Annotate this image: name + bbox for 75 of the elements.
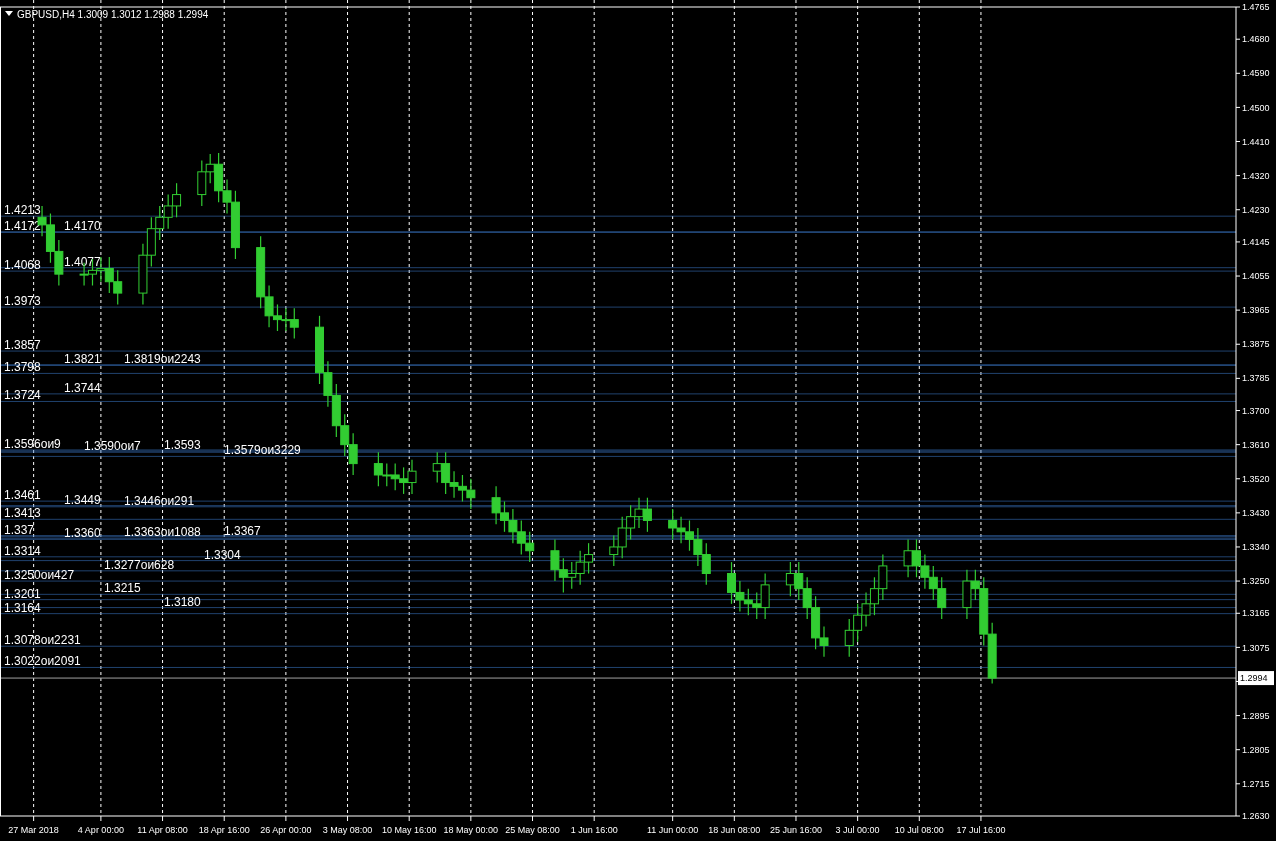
x-tick-label: 18 Apr 16:00 bbox=[198, 825, 250, 835]
x-tick-label: 18 Jun 08:00 bbox=[708, 825, 761, 835]
y-tick-label: 1.3965 bbox=[1242, 305, 1270, 316]
ref-line-label: 1.3744 bbox=[64, 380, 102, 395]
y-tick-label: 1.4590 bbox=[1242, 68, 1270, 79]
y-tick-label: 1.2805 bbox=[1242, 744, 1270, 755]
ref-line-label: 1.3973 bbox=[4, 294, 42, 309]
x-tick-label: 11 Apr 08:00 bbox=[137, 825, 188, 835]
ref-line-label: 1.3180 bbox=[164, 594, 202, 609]
ref-line-label: 1.4068 bbox=[4, 258, 42, 273]
ref-line-label: 1.3819ои2243 bbox=[124, 352, 202, 367]
ref-line-label: 1.3449 bbox=[64, 492, 102, 507]
x-tick-label: 1 Jun 16:00 bbox=[570, 825, 618, 835]
ref-line-label: 1.3579ои3229 bbox=[224, 443, 302, 458]
x-tick-label: 26 Apr 00:00 bbox=[260, 825, 312, 835]
ref-line-label: 1.3857 bbox=[4, 338, 42, 353]
ref-line-label: 1.3590ои7 bbox=[84, 439, 142, 454]
ref-line-label: 1.3164 bbox=[4, 600, 42, 615]
y-tick-label: 1.4410 bbox=[1242, 136, 1270, 147]
y-tick-label: 1.4320 bbox=[1242, 170, 1270, 181]
x-tick-label: 18 May 00:00 bbox=[443, 825, 499, 835]
y-tick-label: 1.3520 bbox=[1242, 473, 1270, 484]
y-tick-label: 1.2630 bbox=[1242, 811, 1270, 822]
ref-line-label: 1.4213 bbox=[4, 203, 42, 218]
ref-line-label: 1.337 bbox=[4, 522, 35, 537]
x-tick-label: 25 Jun 16:00 bbox=[769, 825, 822, 835]
y-tick-label: 1.3875 bbox=[1242, 339, 1270, 350]
ref-line-label: 1.3304 bbox=[204, 547, 242, 562]
y-tick-label: 1.2895 bbox=[1242, 710, 1270, 721]
y-tick-label: 1.4680 bbox=[1242, 34, 1270, 45]
ref-line-label: 1.3314 bbox=[4, 543, 42, 558]
y-tick-label: 1.3075 bbox=[1242, 642, 1270, 653]
ref-line-label: 1.3461 bbox=[4, 488, 42, 503]
y-tick-label: 1.4230 bbox=[1242, 204, 1270, 215]
x-tick-label: 27 Mar 2018 bbox=[8, 825, 59, 835]
ref-line-label: 1.3593 bbox=[164, 438, 202, 453]
y-tick-label: 1.3430 bbox=[1242, 508, 1270, 519]
y-tick-label: 1.3785 bbox=[1242, 373, 1270, 384]
x-tick-label: 3 Jul 00:00 bbox=[835, 825, 880, 835]
x-tick-label: 3 May 08:00 bbox=[322, 825, 373, 835]
x-tick-label: 17 Jul 16:00 bbox=[956, 825, 1006, 835]
x-tick-label: 25 May 08:00 bbox=[505, 825, 560, 835]
ref-line-label: 1.3413 bbox=[4, 506, 42, 521]
y-tick-label: 1.4055 bbox=[1242, 271, 1270, 282]
ref-line-label: 1.3596ои9 bbox=[4, 436, 62, 451]
y-tick-label: 1.3250 bbox=[1242, 576, 1270, 587]
ref-line-label: 1.3367 bbox=[224, 523, 262, 538]
y-tick-label: 1.3610 bbox=[1242, 439, 1270, 450]
ref-line-label: 1.3022ои2091 bbox=[4, 654, 82, 669]
x-tick-label: 4 Apr 00:00 bbox=[77, 825, 124, 835]
ref-line-label: 1.3821 bbox=[64, 351, 102, 366]
ref-line-label: 1.3250ои427 bbox=[4, 568, 75, 583]
ref-line-label: 1.3277ои628 bbox=[104, 557, 175, 572]
y-tick-label: 1.3700 bbox=[1242, 405, 1270, 416]
ref-line-label: 1.3724 bbox=[4, 388, 42, 403]
y-tick-label: 1.2715 bbox=[1242, 778, 1270, 789]
ref-line-label: 1.3201 bbox=[4, 586, 42, 601]
y-tick-label: 1.4765 bbox=[1242, 2, 1270, 13]
ref-line-label: 1.2994 bbox=[1240, 673, 1268, 684]
chart-title: GBPUSD,H4 1.3009 1.3012 1.2988 1.2994 bbox=[17, 9, 209, 20]
ref-line-label: 1.3360 bbox=[64, 526, 102, 541]
x-tick-label: 10 Jul 08:00 bbox=[894, 825, 944, 835]
ref-line-label: 1.3363ои1088 bbox=[124, 525, 202, 540]
ref-line-label: 1.3078ои2231 bbox=[4, 633, 82, 648]
y-tick-label: 1.4500 bbox=[1242, 102, 1270, 113]
ref-line-label: 1.3446ои291 bbox=[124, 493, 195, 508]
x-tick-label: 10 May 16:00 bbox=[381, 825, 437, 835]
ref-line-label: 1.3798 bbox=[4, 360, 42, 375]
y-tick-label: 1.3165 bbox=[1242, 608, 1270, 619]
ref-line-label: 1.3215 bbox=[104, 581, 142, 596]
x-tick-label: 11 Jun 00:00 bbox=[646, 825, 699, 835]
y-tick-label: 1.4145 bbox=[1242, 237, 1270, 248]
y-tick-label: 1.3340 bbox=[1242, 542, 1270, 553]
ref-line-label: 1.4170 bbox=[64, 219, 102, 234]
ref-line-label: 1.4172 bbox=[4, 218, 42, 233]
